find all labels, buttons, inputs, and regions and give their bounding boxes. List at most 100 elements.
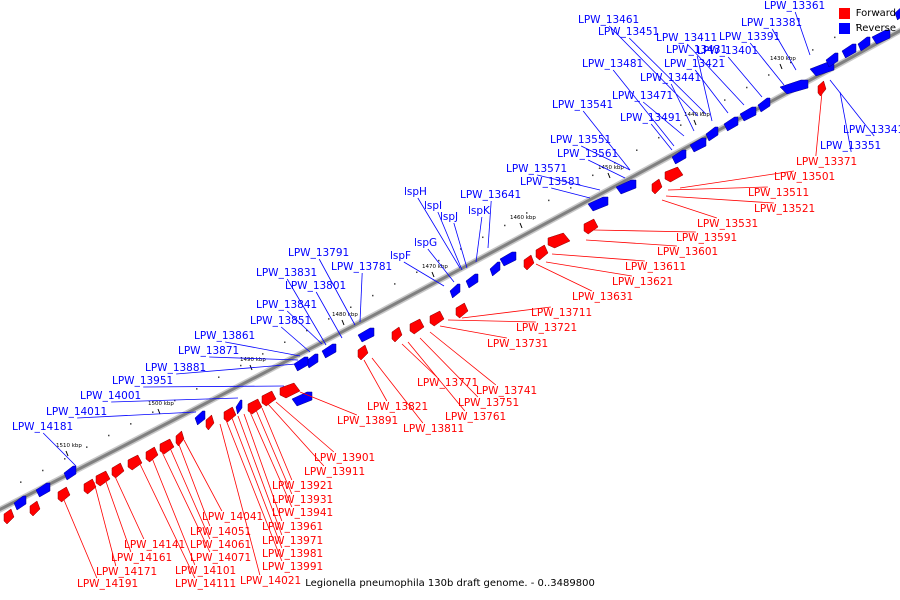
tick-mark — [341, 319, 345, 326]
forward-gene-label: LPW_14111 — [175, 578, 236, 590]
forward-gene-label: LPW_13891 — [337, 415, 398, 427]
forward-gene-label: LPW_13811 — [403, 423, 464, 435]
forward-gene-arrow — [29, 500, 41, 517]
forward-gene-label: LPW_13751 — [458, 397, 519, 409]
reverse-gene-label: lspF — [390, 250, 411, 262]
forward-leader-line — [401, 343, 438, 378]
reverse-leader-line — [475, 216, 483, 263]
tick-mark — [693, 119, 697, 126]
reverse-gene-arrow — [723, 116, 739, 132]
forward-gene-arrow — [391, 326, 403, 343]
forward-gene-label: LPW_13961 — [262, 521, 323, 533]
forward-leader-line — [665, 195, 774, 204]
reverse-gene-arrow — [449, 283, 461, 299]
reverse-gene-label: LPW_13421 — [664, 58, 725, 70]
forward-gene-arrow — [159, 438, 175, 455]
reverse-gene-label: LPW_13491 — [620, 112, 681, 124]
reverse-leader-line — [839, 91, 852, 153]
forward-leader-line — [267, 403, 325, 467]
tick-label: 1450 kbp — [598, 165, 624, 171]
forward-leader-line — [815, 91, 823, 157]
forward-gene-label: LPW_14101 — [175, 565, 236, 577]
forward-gene-label: LPW_13601 — [657, 246, 718, 258]
forward-gene-label: LPW_13591 — [676, 232, 737, 244]
forward-leader-line — [231, 417, 283, 549]
track-dot — [460, 248, 462, 250]
tick-mark — [607, 172, 611, 179]
reverse-gene-arrow — [615, 179, 637, 195]
legend-reverse-label: Reverse — [855, 23, 896, 34]
track-dot — [482, 236, 484, 239]
track-dot — [262, 353, 264, 355]
forward-leader-line — [249, 411, 293, 508]
reverse-gene-label: LPW_13451 — [598, 26, 659, 38]
tick-label: 1460 kbp — [510, 215, 536, 221]
track-dot — [350, 306, 352, 308]
forward-leader-line — [103, 475, 132, 553]
reverse-gene-arrow — [894, 7, 900, 21]
forward-leader-line — [419, 337, 479, 398]
forward-gene-arrow — [357, 344, 369, 361]
legend: Forward Reverse — [838, 6, 896, 36]
reverse-gene-label: LPW_13381 — [741, 17, 802, 29]
reverse-leader-line — [696, 55, 713, 122]
reverse-gene-arrow — [705, 126, 719, 142]
reverse-gene-label: LPW_13441 — [640, 72, 701, 84]
forward-gene-label: LPW_13761 — [445, 411, 506, 423]
reverse-leader-line — [42, 432, 77, 467]
forward-gene-label: LPW_13991 — [262, 561, 323, 573]
reverse-gene-arrow — [871, 29, 891, 45]
reverse-leader-line — [642, 101, 685, 137]
forward-leader-line — [63, 499, 98, 579]
tick-mark — [431, 271, 435, 278]
forward-gene-label: LPW_13521 — [754, 203, 815, 215]
forward-gene-label: LPW_13981 — [262, 548, 323, 560]
track-dot — [746, 86, 748, 89]
reverse-gene-label: LPW_13781 — [331, 261, 392, 273]
reverse-leader-line — [686, 43, 745, 106]
forward-gene-arrow — [247, 398, 263, 415]
track-dot — [812, 49, 814, 51]
reverse-leader-line — [427, 248, 455, 283]
forward-gene-arrow — [523, 254, 535, 271]
forward-gene-arrow — [817, 80, 827, 97]
reverse-gene-arrow — [305, 353, 319, 369]
track-dot — [372, 294, 374, 297]
forward-gene-arrow — [409, 318, 425, 335]
track-dot — [240, 364, 242, 367]
track-dot — [328, 318, 330, 320]
forward-gene-label: LPW_13971 — [262, 535, 323, 547]
forward-gene-arrow — [547, 232, 571, 249]
forward-gene-label: LPW_13611 — [625, 261, 686, 273]
forward-leader-line — [545, 261, 632, 277]
forward-leader-line — [111, 469, 145, 540]
track-dot — [834, 36, 836, 39]
reverse-gene-arrow — [779, 79, 809, 95]
reverse-gene-label: LPW_13401 — [697, 45, 758, 57]
reverse-leader-line — [225, 341, 301, 357]
reverse-gene-label: LPW_13471 — [612, 90, 673, 102]
reverse-gene-arrow — [235, 399, 243, 415]
reverse-gene-label: LPW_13561 — [557, 148, 618, 160]
tick-label: 1470 kbp — [422, 264, 448, 270]
reverse-leader-line — [608, 25, 699, 117]
forward-gene-label: LPW_13511 — [748, 187, 809, 199]
reverse-leader-line — [537, 174, 601, 191]
forward-leader-line — [225, 419, 283, 562]
forward-leader-line — [667, 186, 768, 191]
reverse-gene-label: LPW_13801 — [285, 280, 346, 292]
forward-gene-arrow — [429, 310, 445, 327]
forward-leader-line — [219, 423, 261, 576]
forward-leader-line — [363, 359, 388, 402]
forward-leader-line — [139, 463, 196, 579]
reverse-leader-line — [628, 37, 707, 115]
forward-leader-line — [243, 413, 283, 522]
forward-leader-line — [299, 391, 357, 416]
reverse-gene-arrow — [841, 43, 857, 59]
reverse-gene-label: LPW_13951 — [112, 375, 173, 387]
track-dot — [636, 149, 638, 151]
reverse-gene-label: LPW_14181 — [12, 421, 73, 433]
forward-gene-label: LPW_13771 — [417, 377, 478, 389]
reverse-leader-line — [286, 310, 323, 345]
track-dot — [108, 434, 110, 437]
